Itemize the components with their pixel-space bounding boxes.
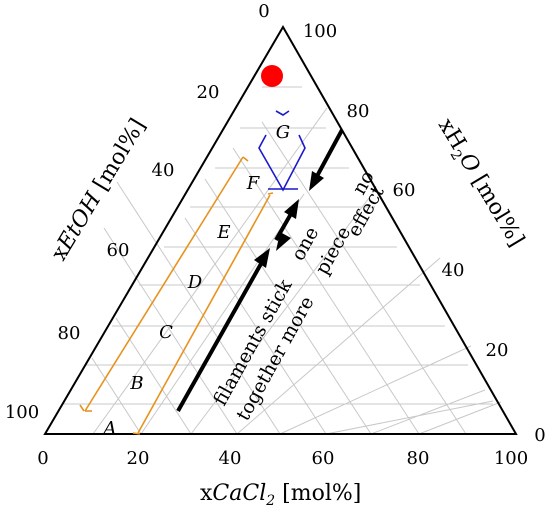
red-marker	[261, 65, 283, 87]
bottom-tick: 0	[37, 448, 48, 469]
bottom-tick: 80	[407, 448, 430, 469]
bottom-tick: 100	[494, 448, 528, 469]
region-label-e: E	[216, 222, 230, 243]
left-tick: 0	[258, 1, 269, 22]
right-tick: 100	[303, 21, 337, 42]
left-tick: 20	[197, 82, 220, 103]
bottom-tick: 40	[219, 448, 242, 469]
bottom-axis-label: xCaCl2 [mol%]	[200, 481, 361, 509]
right-tick: 80	[347, 101, 370, 122]
left-tick: 40	[152, 160, 175, 181]
right-axis-label: xH2O [mol%]	[430, 114, 529, 253]
region-label-g: G	[276, 122, 290, 143]
region-label-a: A	[102, 418, 117, 439]
right-tick: 60	[393, 180, 416, 201]
right-tick: 40	[442, 260, 465, 281]
right-axis-ticks: 100 80 60 40 20 0	[303, 21, 546, 446]
right-tick: 0	[534, 425, 545, 446]
region-label-d: D	[187, 272, 203, 293]
left-tick: 100	[5, 402, 39, 423]
region-label-c: C	[159, 322, 173, 343]
orange-boundary-lines	[79, 156, 274, 435]
left-tick: 80	[58, 323, 81, 344]
bottom-axis-ticks: 0 20 40 60 80 100	[37, 448, 528, 469]
arrows	[176, 129, 344, 412]
annotation-effect: effect	[343, 182, 389, 240]
blue-boundary-lines	[258, 110, 306, 192]
triangle-frame	[43, 25, 518, 435]
left-tick: 60	[107, 240, 130, 261]
region-labels: A B C D E F G	[102, 122, 291, 439]
bottom-tick: 60	[312, 448, 335, 469]
region-label-f: F	[246, 173, 261, 194]
right-tick: 20	[486, 340, 509, 361]
bottom-tick: 20	[127, 448, 150, 469]
left-axis-label: xEtOH [mol%]	[47, 114, 151, 265]
region-label-b: B	[129, 373, 143, 394]
left-axis-ticks: 0 20 40 60 80 100	[5, 1, 270, 423]
